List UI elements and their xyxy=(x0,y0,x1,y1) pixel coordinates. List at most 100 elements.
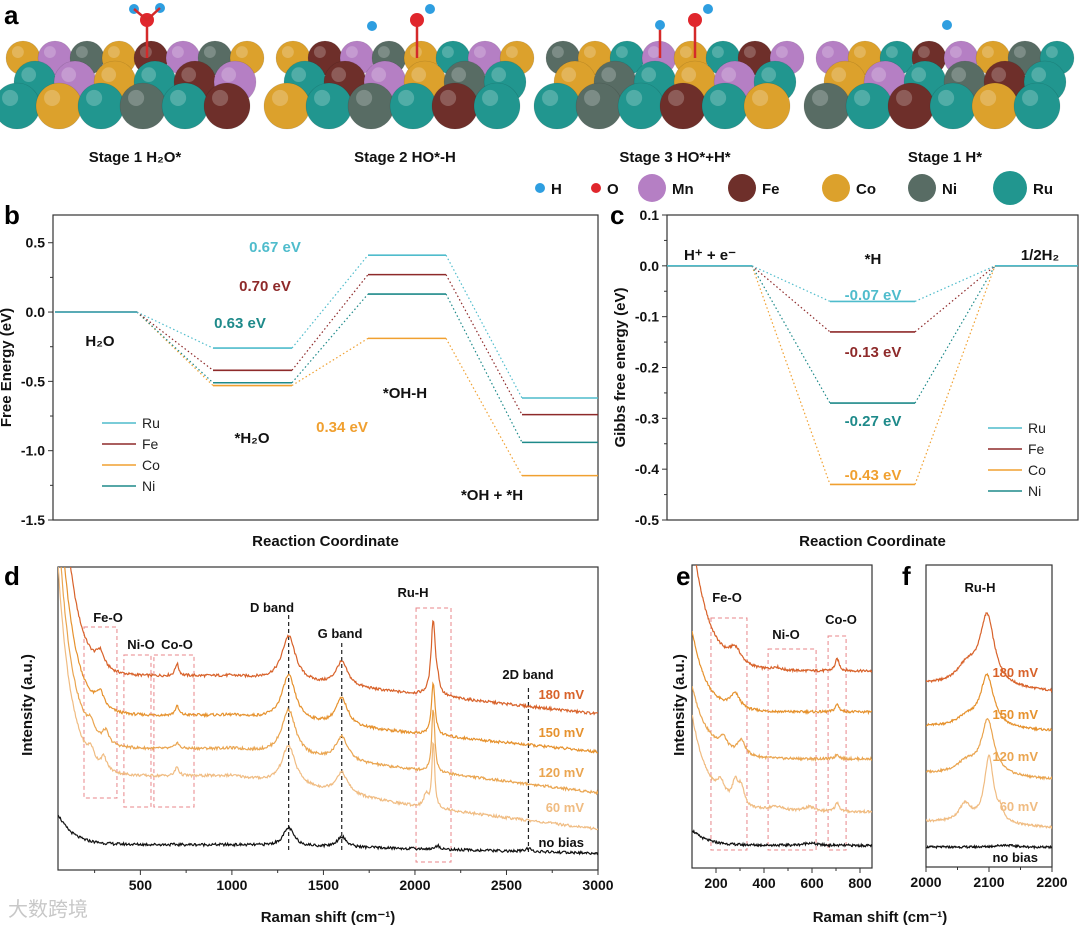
spectrum-120-mv xyxy=(60,567,598,796)
sphere-highlight xyxy=(473,46,486,58)
y-tick-label: -0.4 xyxy=(635,461,659,477)
atom-legend-h-icon xyxy=(535,183,545,193)
atom-legend-label: Ni xyxy=(942,181,957,198)
hydrogen-atom xyxy=(655,20,665,30)
panel-f-raman-ruh-chart: 2000 2100 2200 Ru-H 180 mV 150 mV 120 mV 60 mV n… xyxy=(910,564,1068,890)
sphere-highlight xyxy=(853,46,866,58)
energy-connector xyxy=(445,254,523,399)
series-label: no bias xyxy=(538,835,584,850)
sphere-highlight xyxy=(896,89,913,106)
energy-connector xyxy=(136,311,214,371)
panel-letter-f: f xyxy=(902,561,911,591)
spectrum-no-bias xyxy=(692,829,872,849)
sphere-highlight xyxy=(171,46,184,58)
y-tick-label: -1.0 xyxy=(21,443,45,459)
panel-a-structures: Stage 1 H₂O* Stage 2 HO*-H Stage 3 HO*+H* S… xyxy=(0,3,1075,205)
plot-frame xyxy=(52,214,599,521)
atom xyxy=(929,82,977,130)
sphere-highlight xyxy=(980,89,997,106)
x-tick-label: 2500 xyxy=(491,877,522,893)
band-label: D band xyxy=(250,600,294,615)
spectrum-120-mv xyxy=(692,686,872,763)
sphere-highlight xyxy=(441,46,454,58)
sphere-highlight xyxy=(761,67,777,82)
structure-stage-2 xyxy=(263,4,535,130)
atom xyxy=(161,82,209,130)
energy-connector xyxy=(751,265,831,333)
energy-barrier-label: 0.34 eV xyxy=(316,419,368,436)
atom xyxy=(389,82,437,130)
x-tick-label: 1000 xyxy=(216,877,247,893)
region-label: Ru-H xyxy=(397,585,428,600)
atom xyxy=(347,82,395,130)
spectrum-60-mv xyxy=(692,714,872,815)
oxygen-atom xyxy=(688,13,702,27)
panel-e-raman-low-chart: 200 400 600 800 Fe-O Ni-O Co-O Intensity (a.u.)… xyxy=(671,564,948,926)
x-tick-label: 2200 xyxy=(1036,874,1067,890)
sphere-highlight xyxy=(371,67,387,82)
adsorbate xyxy=(942,20,952,30)
sphere-highlight xyxy=(2,89,19,106)
sphere-highlight xyxy=(775,46,788,58)
series-label: 180 mV xyxy=(538,687,584,702)
y-axis-label: Intensity (a.u.) xyxy=(671,654,688,756)
x-axis-label: Raman shift (cm⁻¹) xyxy=(261,909,396,926)
watermark: 大数跨境 xyxy=(8,898,88,921)
sphere-highlight xyxy=(44,89,61,106)
spectrum-150-mv xyxy=(64,567,598,754)
atom-legend-fe-icon xyxy=(728,174,756,202)
sphere-highlight xyxy=(411,67,427,82)
x-tick-label: 1500 xyxy=(308,877,339,893)
sphere-highlight xyxy=(75,46,88,58)
atom-legend-label: H xyxy=(551,181,562,198)
sphere-highlight xyxy=(711,46,724,58)
sphere-highlight xyxy=(221,67,237,82)
atom xyxy=(431,82,479,130)
panel-letter-b: b xyxy=(4,200,20,230)
x-axis-label: Reaction Coordinate xyxy=(799,533,946,550)
x-tick-label: 200 xyxy=(704,875,728,891)
y-tick-label: -0.5 xyxy=(635,512,659,528)
sphere-highlight xyxy=(128,89,145,106)
sphere-highlight xyxy=(812,89,829,106)
region-box-fe-o xyxy=(710,617,748,851)
y-tick-label: -0.2 xyxy=(635,360,659,376)
energy-barrier-label: -0.43 eV xyxy=(845,467,902,484)
spectra-lines xyxy=(692,565,872,849)
sphere-highlight xyxy=(561,67,577,82)
peak-label: Ru-H xyxy=(964,580,995,595)
hydrogen-atom xyxy=(703,4,713,14)
x-tick-label: 2000 xyxy=(399,877,430,893)
panel-b-free-energy-chart: 0.5 0.0 -0.5 -1.0 -1.5 Reaction Coordinate Fre… xyxy=(0,214,599,550)
sphere-highlight xyxy=(141,67,157,82)
atom xyxy=(473,82,521,130)
sphere-highlight xyxy=(377,46,390,58)
region-label: Fe-O xyxy=(712,590,742,605)
spectrum-60-mv xyxy=(58,567,598,831)
atom xyxy=(119,82,167,130)
legend-label: Co xyxy=(1028,462,1046,478)
spectrum-180-mv xyxy=(695,565,872,674)
x-axis-label: Reaction Coordinate xyxy=(252,533,399,550)
legend-label: Ru xyxy=(142,415,160,431)
region-label: Ni-O xyxy=(127,637,154,652)
sphere-highlight xyxy=(356,89,373,106)
y-tick-label: 0.0 xyxy=(26,304,46,320)
bond xyxy=(133,8,148,21)
region-label: Co-O xyxy=(161,637,193,652)
sphere-highlight xyxy=(1013,46,1026,58)
atom xyxy=(803,82,851,130)
stage-label: Stage 3 HO*+H* xyxy=(619,149,730,166)
energy-series-ru xyxy=(55,254,598,399)
x-tick-label: 500 xyxy=(129,877,153,893)
region-label: Ni-O xyxy=(772,627,799,642)
sphere-highlight xyxy=(505,46,518,58)
sphere-highlight xyxy=(101,67,117,82)
structure-stage-3 xyxy=(533,4,805,130)
sphere-highlight xyxy=(647,46,660,58)
sphere-highlight xyxy=(601,67,617,82)
y-tick-label: 0.1 xyxy=(640,207,660,223)
state-label: *H₂O xyxy=(234,430,269,447)
atom-legend-ru-icon xyxy=(993,171,1027,205)
x-axis-label: Raman shift (cm⁻¹) xyxy=(813,909,948,926)
